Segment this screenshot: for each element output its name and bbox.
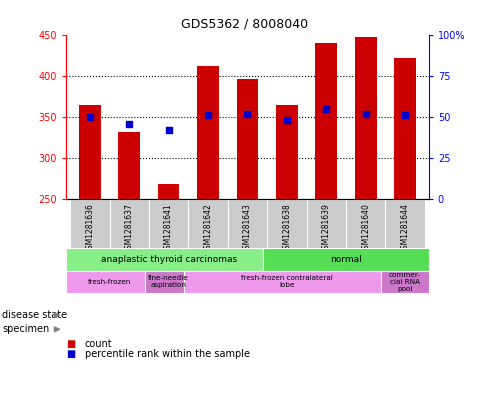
Text: fresh-frozen contralateral
lobe: fresh-frozen contralateral lobe	[241, 275, 333, 288]
Bar	[158, 184, 179, 199]
Bar	[197, 66, 219, 199]
Bar	[346, 199, 386, 248]
Bar	[149, 199, 188, 248]
Text: GSM1281636: GSM1281636	[85, 203, 94, 253]
Text: GSM1281637: GSM1281637	[125, 203, 134, 253]
Text: specimen: specimen	[2, 324, 49, 334]
Point	[401, 112, 409, 119]
Text: disease state: disease state	[2, 310, 68, 320]
Bar	[267, 199, 307, 248]
Bar	[228, 199, 267, 248]
Bar	[145, 271, 192, 293]
Point	[165, 127, 172, 133]
Text: GSM1281640: GSM1281640	[361, 203, 370, 253]
Bar	[70, 199, 109, 248]
Bar	[119, 132, 140, 199]
Text: percentile rank within the sample: percentile rank within the sample	[85, 349, 250, 360]
Text: GSM1281643: GSM1281643	[243, 203, 252, 253]
Bar	[66, 271, 153, 293]
Text: GSM1281644: GSM1281644	[401, 203, 410, 253]
Text: GSM1281638: GSM1281638	[282, 203, 292, 253]
Text: GSM1281639: GSM1281639	[322, 203, 331, 253]
Bar	[394, 58, 416, 199]
Point	[244, 111, 251, 117]
Text: count: count	[85, 339, 112, 349]
Point	[362, 111, 369, 117]
Bar	[381, 271, 429, 293]
Bar	[237, 79, 258, 199]
Text: GSM1281642: GSM1281642	[203, 203, 213, 253]
Text: GSM1281641: GSM1281641	[164, 203, 173, 253]
Bar	[184, 271, 390, 293]
Bar	[355, 37, 376, 199]
Text: fine-needle
aspiration: fine-needle aspiration	[148, 275, 189, 288]
Point	[125, 121, 133, 127]
Bar	[66, 248, 271, 271]
Text: ■: ■	[66, 339, 75, 349]
Bar	[263, 248, 429, 271]
Bar	[109, 199, 149, 248]
Point	[283, 117, 291, 123]
Point	[86, 114, 94, 120]
Text: commer-
cial RNA
pool: commer- cial RNA pool	[389, 272, 421, 292]
Point	[204, 112, 212, 119]
Text: GDS5362 / 8008040: GDS5362 / 8008040	[181, 18, 309, 31]
Bar	[79, 105, 100, 199]
Bar	[307, 199, 346, 248]
Text: fresh-frozen: fresh-frozen	[88, 279, 131, 285]
Bar	[386, 199, 425, 248]
Bar	[276, 105, 298, 199]
Text: ■: ■	[66, 349, 75, 360]
Point	[322, 106, 330, 112]
Text: anaplastic thyroid carcinomas: anaplastic thyroid carcinomas	[100, 255, 237, 264]
Bar	[316, 43, 337, 199]
Text: normal: normal	[330, 255, 362, 264]
Bar	[188, 199, 228, 248]
